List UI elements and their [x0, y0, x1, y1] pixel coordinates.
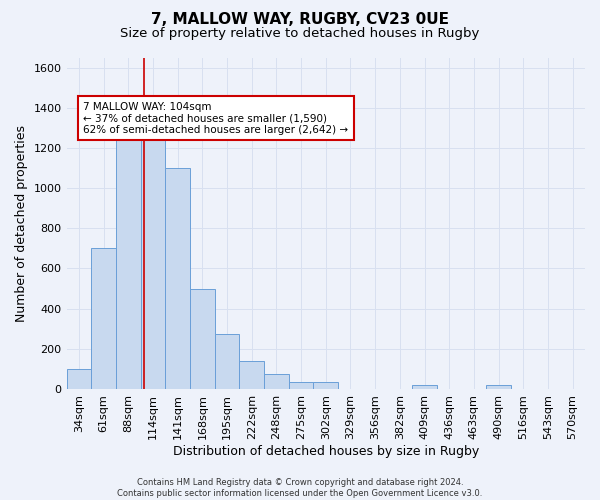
Bar: [289, 382, 313, 389]
Bar: [313, 382, 338, 389]
Bar: [140, 122, 165, 389]
Bar: [67, 369, 91, 389]
Y-axis label: Number of detached properties: Number of detached properties: [15, 124, 28, 322]
Bar: [239, 361, 264, 389]
Text: Contains HM Land Registry data © Crown copyright and database right 2024.
Contai: Contains HM Land Registry data © Crown c…: [118, 478, 482, 498]
Bar: [412, 385, 437, 389]
Bar: [91, 248, 116, 389]
Text: 7 MALLOW WAY: 104sqm
← 37% of detached houses are smaller (1,590)
62% of semi-de: 7 MALLOW WAY: 104sqm ← 37% of detached h…: [83, 102, 349, 135]
Bar: [264, 374, 289, 389]
Bar: [116, 122, 140, 389]
Bar: [486, 385, 511, 389]
X-axis label: Distribution of detached houses by size in Rugby: Distribution of detached houses by size …: [173, 444, 479, 458]
Text: 7, MALLOW WAY, RUGBY, CV23 0UE: 7, MALLOW WAY, RUGBY, CV23 0UE: [151, 12, 449, 28]
Bar: [165, 168, 190, 389]
Bar: [190, 288, 215, 389]
Bar: [215, 334, 239, 389]
Text: Size of property relative to detached houses in Rugby: Size of property relative to detached ho…: [121, 28, 479, 40]
